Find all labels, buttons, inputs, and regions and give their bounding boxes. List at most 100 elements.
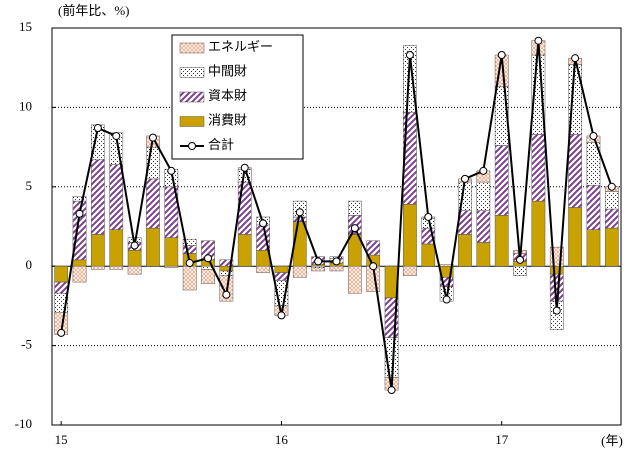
bar-segment (604, 227, 619, 267)
bar-segment (531, 134, 546, 202)
bar-segment (109, 265, 124, 270)
x-axis-label: (年) (601, 433, 623, 448)
bar-segment (127, 265, 142, 275)
bar-segment (127, 250, 142, 267)
total-point (112, 131, 121, 140)
total-point (516, 255, 525, 264)
bar-segment (54, 281, 69, 294)
bar-segment (604, 208, 619, 229)
bar-segment (494, 215, 509, 267)
bar-segment (72, 259, 87, 267)
total-point (369, 262, 378, 271)
total-point (534, 36, 543, 45)
bar-segment (237, 234, 252, 267)
legend-label: 資本財 (208, 88, 247, 103)
total-point (277, 311, 286, 320)
bar-segment (237, 181, 252, 235)
bar-segment (476, 181, 491, 211)
legend-label: 合計 (208, 137, 234, 152)
total-point (93, 124, 102, 133)
total-point (259, 219, 268, 228)
bar-segment (403, 45, 417, 113)
total-point (405, 50, 414, 59)
x-tick-label: 16 (275, 432, 289, 447)
bar-segment (109, 164, 124, 230)
total-point (130, 241, 139, 250)
bar-segment (586, 184, 601, 230)
bar-segment (347, 265, 362, 294)
bar-segment (91, 159, 105, 235)
bar-segment (201, 269, 215, 284)
y-tick-label: 0 (26, 257, 33, 272)
y-axis-label: (前年比、%) (58, 3, 130, 18)
bar-segment (513, 265, 527, 276)
bar-segment (54, 265, 69, 283)
total-point (479, 166, 488, 175)
bar-segment (531, 200, 546, 267)
legend-marker (188, 142, 196, 150)
total-point (295, 208, 304, 217)
bar-segment (164, 265, 179, 269)
total-point (185, 259, 194, 268)
total-point (387, 386, 396, 395)
total-point (424, 212, 433, 221)
y-tick-label: 5 (26, 178, 33, 193)
total-point (222, 290, 231, 299)
bar-segment (219, 270, 234, 276)
bar-segment (256, 250, 270, 267)
bar-segment (292, 265, 307, 278)
bar-segment (366, 240, 381, 256)
total-point (57, 328, 66, 337)
y-tick-label: -10 (15, 416, 32, 431)
total-point (350, 224, 359, 233)
total-point (571, 54, 580, 63)
legend-label: 消費財 (208, 112, 247, 127)
bar-segment (72, 196, 87, 202)
bar-segment (347, 200, 362, 216)
total-point (75, 209, 84, 218)
bar-segment (91, 234, 105, 267)
bar-segment (146, 178, 160, 229)
total-point (314, 257, 323, 266)
bar-segment (274, 265, 289, 273)
legend-swatch (179, 42, 205, 54)
bar-segment (568, 134, 582, 208)
total-point (589, 131, 598, 140)
total-point (332, 257, 341, 266)
y-tick-label: 10 (19, 98, 32, 113)
total-point (552, 306, 561, 315)
x-tick-label: 15 (55, 432, 68, 447)
bar-segment (182, 265, 197, 291)
bar-segment (476, 210, 491, 243)
bar-segment (182, 245, 197, 254)
bar-segment (329, 265, 344, 272)
bar-segment (91, 265, 105, 270)
bar-segment (219, 259, 234, 267)
y-tick-label: -5 (21, 337, 32, 352)
bar-segment (256, 265, 270, 273)
bar-segment (72, 265, 87, 283)
bar-segment (458, 234, 472, 267)
legend-label: 中間財 (208, 63, 247, 78)
bar-segment (274, 272, 289, 281)
legend-swatch (179, 67, 205, 78)
bar-segment (568, 207, 582, 267)
bar-segment (403, 265, 417, 276)
x-tick-label: 17 (495, 432, 509, 447)
bar-segment (311, 267, 326, 272)
total-point (460, 174, 469, 183)
bar-segment (164, 237, 179, 267)
bar-segment (586, 229, 601, 267)
total-point (497, 50, 506, 59)
total-point (607, 182, 616, 191)
plot-frame (51, 27, 622, 426)
legend-label: エネルギー (208, 39, 273, 54)
total-point (442, 295, 451, 304)
legend-swatch (179, 91, 205, 103)
total-point (204, 254, 213, 263)
bar-segment (403, 204, 417, 267)
total-point (148, 133, 157, 142)
bar-segment (494, 145, 509, 216)
bar-segment (421, 243, 436, 267)
